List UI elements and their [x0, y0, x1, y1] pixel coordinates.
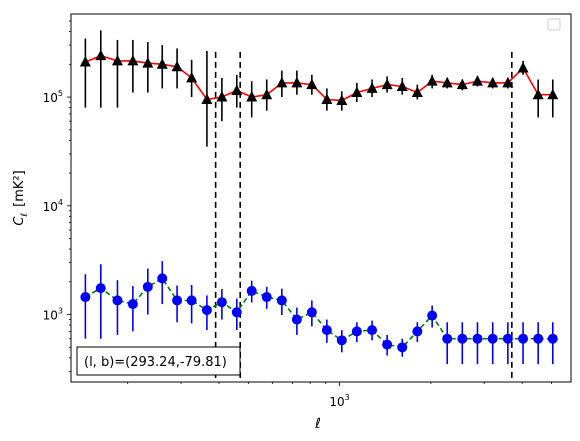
series-0-point	[487, 76, 499, 88]
y-tick-label: 104	[43, 198, 63, 214]
x-axis-label: ℓ	[314, 416, 321, 432]
series-1	[80, 261, 558, 365]
series-0-point	[321, 93, 333, 104]
series-0-point	[171, 60, 183, 72]
series-1-point	[487, 333, 498, 344]
series-0-point	[306, 78, 318, 90]
series-0-point	[142, 57, 154, 68]
series-0-point	[291, 76, 303, 88]
annotation-frame	[76, 346, 241, 376]
plot-frame	[70, 13, 572, 383]
annotation-box: (l, b)=(293.24,-79.81)	[76, 346, 241, 376]
series-0-point	[381, 78, 393, 90]
series-0-point	[396, 80, 408, 91]
y-tick-label: 105	[43, 89, 63, 105]
series-0-point	[216, 91, 228, 102]
series-0-point	[411, 86, 423, 98]
axis-ticks: 103 104 105 103	[43, 20, 552, 409]
series-1-point	[216, 297, 227, 308]
series-0-point	[532, 88, 544, 100]
series-1-point	[351, 326, 362, 337]
x-tick-label: 103	[329, 393, 349, 409]
series-0-point	[231, 84, 243, 95]
series-1-point	[157, 273, 168, 284]
series-1-point	[186, 295, 197, 306]
series-1-point	[412, 326, 423, 337]
series-0-point	[156, 58, 168, 69]
annotation-text: (l, b)=(293.24,-79.81)	[84, 355, 227, 370]
series-1-point	[246, 285, 257, 296]
series-1-point	[472, 333, 483, 344]
series-1-point	[502, 333, 513, 344]
plot-area	[79, 30, 559, 382]
series-1-point	[397, 342, 408, 353]
series-0-point	[201, 93, 213, 104]
series-1-point	[427, 310, 438, 321]
series-1-point	[547, 333, 558, 344]
series-1-point	[172, 295, 183, 306]
series-1-point	[127, 299, 138, 310]
series-0-point	[95, 49, 107, 61]
series-0-point	[246, 91, 258, 102]
series-1-point	[533, 333, 544, 344]
series-1-point	[291, 314, 302, 325]
series-1-point	[336, 335, 347, 346]
series-1-point	[518, 333, 529, 344]
series-0-point	[502, 76, 514, 88]
series-1-point	[457, 333, 468, 344]
series-0-point	[456, 78, 468, 90]
y-axis-label: Cℓ[mK²]	[12, 170, 30, 225]
series-0-point	[471, 75, 483, 86]
series-1-point	[306, 307, 317, 318]
series-0-point	[441, 76, 453, 88]
legend-box	[547, 18, 561, 31]
series-1-point	[321, 325, 332, 336]
series-1-point	[442, 333, 453, 344]
series-1-point	[80, 292, 91, 303]
series-0	[79, 30, 559, 147]
series-1-point	[95, 283, 106, 294]
series-1-point	[261, 292, 272, 303]
series-0-point	[127, 54, 139, 66]
series-0-point	[517, 61, 529, 73]
series-1-point	[142, 281, 153, 292]
series-0-point	[547, 88, 559, 100]
series-1-point	[112, 295, 123, 306]
series-1-point	[276, 295, 287, 306]
series-0-point	[366, 82, 378, 93]
series-0-point	[351, 86, 363, 98]
series-0-point	[79, 55, 91, 67]
series-1-point	[201, 305, 212, 316]
series-0-point	[261, 88, 273, 100]
series-1-point	[382, 339, 393, 350]
series-1-point	[367, 325, 378, 336]
series-0-point	[111, 54, 123, 66]
y-tick-label: 103	[43, 307, 63, 323]
series-0-point	[276, 76, 288, 88]
series-0-point	[186, 71, 198, 83]
series-0-point	[336, 94, 348, 105]
series-0-point	[426, 75, 438, 86]
series-1-point	[231, 307, 242, 318]
